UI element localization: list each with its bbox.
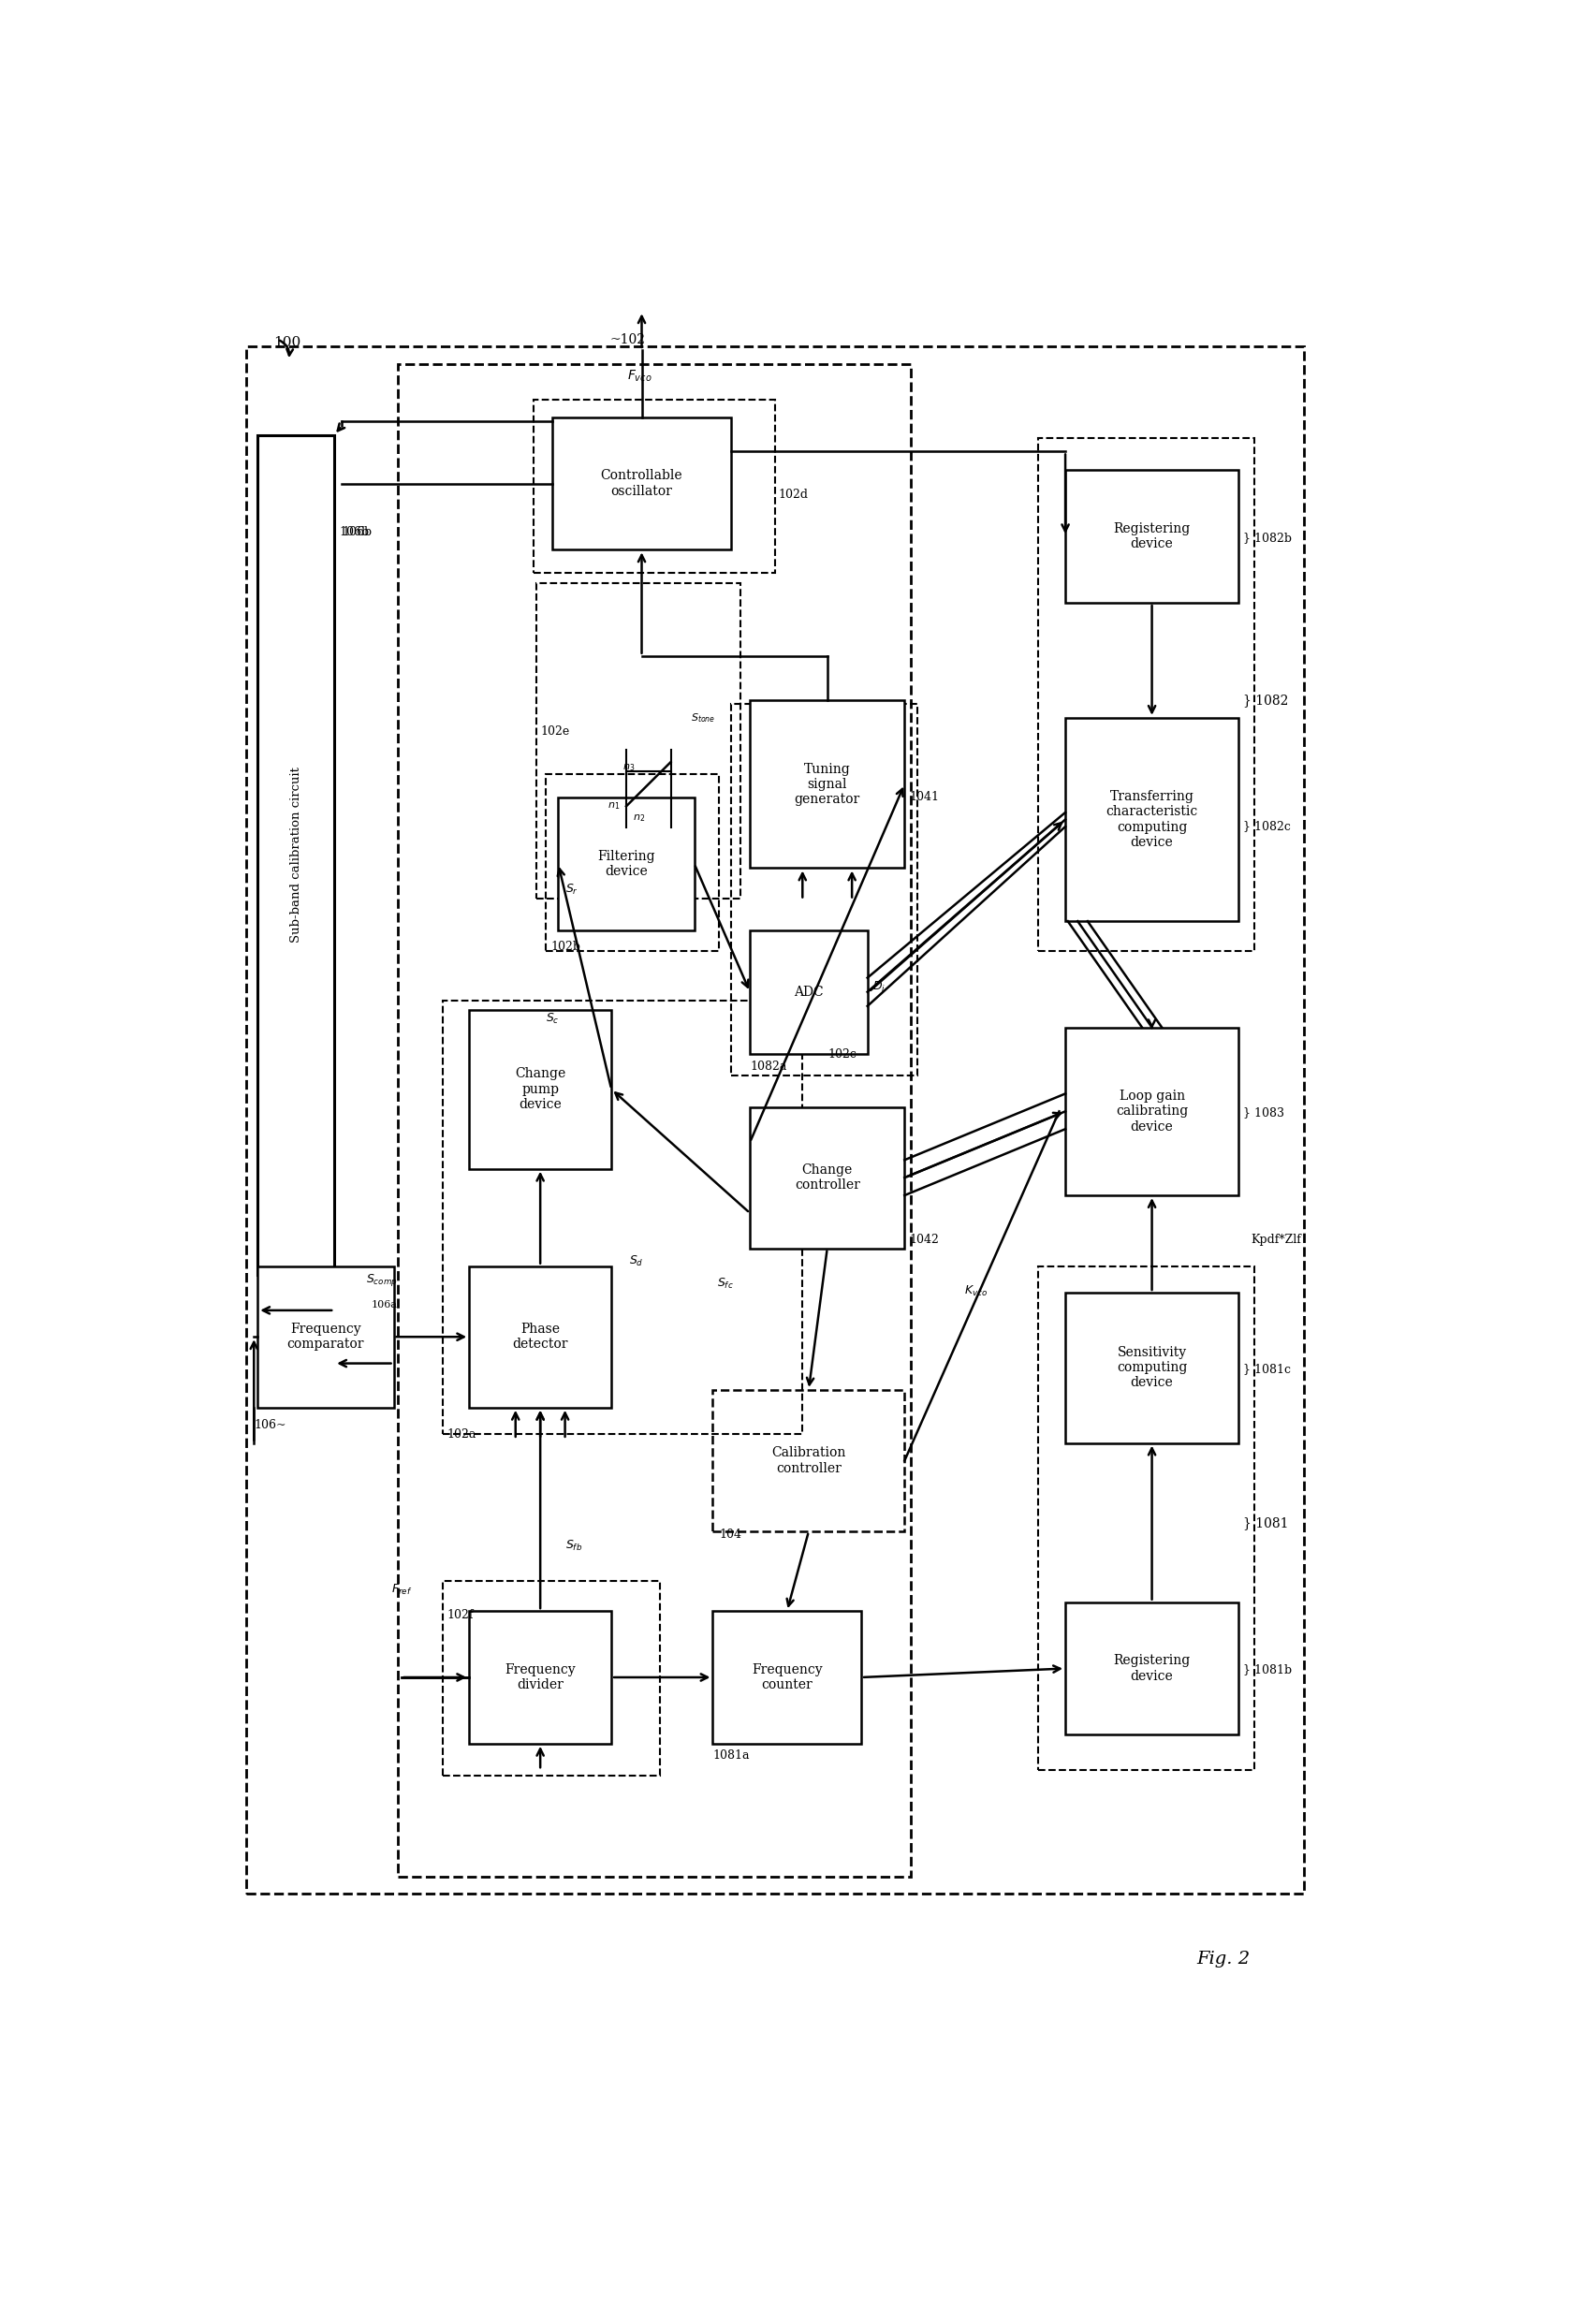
Text: ~102: ~102 bbox=[610, 333, 646, 347]
Text: $S_{tone}$: $S_{tone}$ bbox=[691, 712, 715, 724]
Bar bbox=[257, 434, 334, 1275]
Text: 1082a: 1082a bbox=[750, 1061, 787, 1073]
Text: $F_{ref}$: $F_{ref}$ bbox=[391, 1583, 412, 1596]
Bar bbox=[731, 703, 916, 1075]
Text: $D_i$: $D_i$ bbox=[873, 979, 886, 995]
Text: Sub-band calibration circuit: Sub-band calibration circuit bbox=[290, 767, 302, 942]
Text: } 1082b: } 1082b bbox=[1243, 531, 1293, 544]
Text: Calibration
controller: Calibration controller bbox=[771, 1447, 846, 1475]
Bar bbox=[1066, 717, 1238, 921]
Text: } 1082: } 1082 bbox=[1243, 694, 1288, 707]
Bar bbox=[469, 1011, 611, 1169]
Text: Frequency
divider: Frequency divider bbox=[504, 1663, 576, 1691]
Text: } 1081: } 1081 bbox=[1243, 1516, 1290, 1530]
Text: Fig. 2: Fig. 2 bbox=[1197, 1950, 1250, 1969]
Text: 102d: 102d bbox=[779, 489, 808, 501]
Text: $S_c$: $S_c$ bbox=[546, 1011, 560, 1024]
Text: 1081a: 1081a bbox=[713, 1748, 750, 1762]
Text: 1041: 1041 bbox=[910, 792, 940, 804]
Bar bbox=[533, 400, 774, 572]
Bar bbox=[246, 347, 1304, 1895]
Text: 100: 100 bbox=[275, 335, 302, 349]
Text: Kpdf*Zlf: Kpdf*Zlf bbox=[1251, 1233, 1301, 1245]
Text: 106a: 106a bbox=[372, 1300, 397, 1309]
Text: Phase
detector: Phase detector bbox=[512, 1323, 568, 1351]
Bar bbox=[713, 1390, 905, 1532]
Bar bbox=[713, 1610, 862, 1743]
Bar bbox=[444, 1580, 659, 1776]
Text: Frequency
comparator: Frequency comparator bbox=[287, 1323, 364, 1351]
Text: 102a: 102a bbox=[447, 1429, 476, 1440]
Text: 104: 104 bbox=[718, 1530, 742, 1541]
Bar bbox=[1066, 471, 1238, 602]
Text: } 1082c: } 1082c bbox=[1243, 820, 1291, 832]
Text: } 1081b: } 1081b bbox=[1243, 1663, 1293, 1675]
Bar bbox=[546, 774, 718, 951]
Bar bbox=[1066, 1293, 1238, 1443]
Bar bbox=[1066, 1603, 1238, 1734]
Text: $n_2$: $n_2$ bbox=[632, 813, 645, 825]
Bar bbox=[257, 1266, 394, 1408]
Bar bbox=[1066, 1027, 1238, 1194]
Text: ADC: ADC bbox=[793, 985, 824, 999]
Text: Loop gain
calibrating
device: Loop gain calibrating device bbox=[1116, 1089, 1187, 1132]
Bar bbox=[1037, 1266, 1254, 1771]
Text: $S_{fc}$: $S_{fc}$ bbox=[717, 1277, 734, 1291]
Text: 106~: 106~ bbox=[254, 1420, 286, 1431]
Text: 102b: 102b bbox=[551, 942, 581, 953]
Bar bbox=[750, 701, 905, 868]
Text: $F_{vco}$: $F_{vco}$ bbox=[627, 370, 653, 384]
Bar bbox=[750, 1107, 905, 1250]
Text: Filtering
device: Filtering device bbox=[597, 850, 654, 877]
Text: Registering
device: Registering device bbox=[1114, 521, 1191, 551]
Text: 106b: 106b bbox=[340, 526, 369, 537]
Text: } 1083: } 1083 bbox=[1243, 1107, 1285, 1119]
Text: $S_{fb}$: $S_{fb}$ bbox=[565, 1539, 583, 1553]
Text: $n_1$: $n_1$ bbox=[608, 802, 621, 811]
Bar bbox=[536, 583, 741, 898]
Text: Change
pump
device: Change pump device bbox=[516, 1068, 565, 1112]
Text: 106b: 106b bbox=[342, 526, 372, 537]
Text: Frequency
counter: Frequency counter bbox=[752, 1663, 822, 1691]
Text: Change
controller: Change controller bbox=[795, 1165, 860, 1192]
Bar bbox=[469, 1266, 611, 1408]
Text: 1042: 1042 bbox=[910, 1233, 940, 1245]
Text: 102c: 102c bbox=[828, 1050, 857, 1061]
Text: $S_{comp}$: $S_{comp}$ bbox=[365, 1273, 397, 1289]
Text: Registering
device: Registering device bbox=[1114, 1654, 1191, 1684]
Bar bbox=[397, 365, 911, 1877]
Text: 102e: 102e bbox=[541, 726, 570, 737]
Text: 102f: 102f bbox=[447, 1610, 474, 1622]
Bar bbox=[469, 1610, 611, 1743]
Text: Tuning
signal
generator: Tuning signal generator bbox=[795, 763, 860, 806]
Bar bbox=[750, 930, 868, 1054]
Text: $S_d$: $S_d$ bbox=[629, 1254, 643, 1268]
Text: $S_r$: $S_r$ bbox=[565, 882, 579, 896]
Bar bbox=[1037, 439, 1254, 951]
Bar bbox=[552, 418, 731, 549]
Text: $K_{vco}$: $K_{vco}$ bbox=[964, 1284, 988, 1298]
Text: } 1081c: } 1081c bbox=[1243, 1362, 1291, 1376]
Text: $n_3$: $n_3$ bbox=[622, 763, 635, 772]
Bar bbox=[444, 1001, 801, 1433]
Text: Transferring
characteristic
computing
device: Transferring characteristic computing de… bbox=[1106, 790, 1199, 850]
Text: Sensitivity
computing
device: Sensitivity computing device bbox=[1117, 1346, 1187, 1390]
Text: Controllable
oscillator: Controllable oscillator bbox=[600, 469, 683, 498]
Bar bbox=[559, 797, 694, 930]
